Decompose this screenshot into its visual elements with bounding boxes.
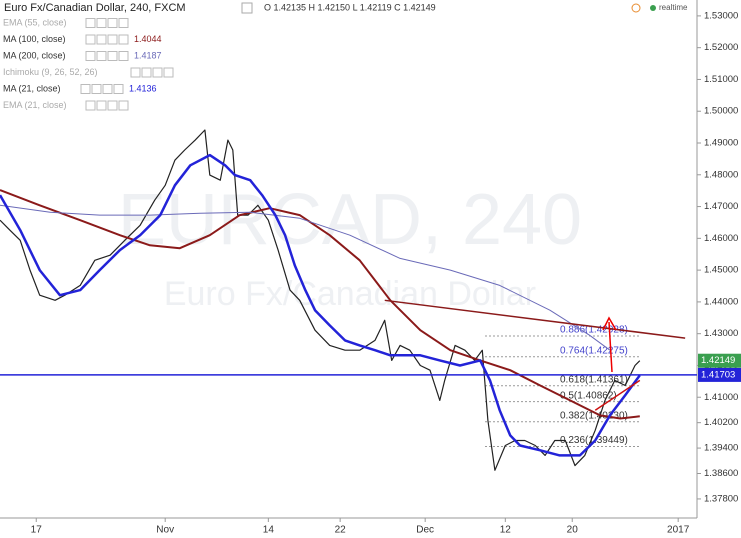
x-tick-label: Nov — [156, 525, 174, 536]
status-dot — [650, 5, 656, 11]
y-tick-label: 1.51000 — [704, 74, 738, 85]
watermark: EURCAD, 240 — [118, 180, 582, 260]
price-tag — [698, 367, 741, 382]
legend-icon[interactable] — [152, 67, 163, 78]
x-tick-label: 20 — [567, 525, 579, 536]
y-tick-label: 1.38600 — [704, 468, 738, 479]
legend-icon[interactable] — [118, 18, 129, 28]
legend-label: EMA (21, close) — [3, 100, 67, 110]
legend-row-bg — [1, 98, 151, 113]
y-tick-label: 1.39400 — [704, 443, 738, 454]
legend-icon[interactable] — [96, 51, 107, 61]
icon[interactable] — [241, 2, 253, 14]
legend-icon[interactable] — [96, 34, 107, 45]
y-tick-label: 1.41000 — [704, 392, 738, 403]
legend-icon[interactable] — [130, 67, 141, 78]
legend-value: 1.4136 — [129, 83, 157, 93]
trendline — [594, 379, 641, 411]
y-tick-label: 1.50000 — [704, 106, 738, 117]
ohlc: O 1.42135 H 1.42150 L 1.42119 C 1.42149 — [264, 2, 436, 12]
legend-icon[interactable] — [85, 100, 96, 111]
price-tag-label: 1.41703 — [701, 369, 735, 380]
legend-icon[interactable] — [85, 18, 96, 28]
fib-label: 0.886(1.42928) — [560, 325, 628, 336]
y-tick-label: 1.53000 — [704, 10, 738, 21]
legend-label: Ichimoku (9, 26, 52, 26) — [3, 67, 98, 77]
legend-icon[interactable] — [163, 67, 174, 78]
y-tick-label: 1.49000 — [704, 138, 738, 149]
x-tick-label: 12 — [500, 525, 512, 536]
legend-icon[interactable] — [118, 100, 129, 111]
legend-icon[interactable] — [118, 51, 129, 61]
icon[interactable] — [631, 3, 641, 13]
series-line — [0, 129, 641, 471]
arrow — [602, 316, 617, 373]
legend-row-bg — [1, 49, 151, 63]
legend-icon[interactable] — [91, 84, 102, 94]
legend-row-bg — [1, 65, 151, 80]
y-tick-label: 1.45000 — [704, 265, 738, 276]
watermark: Euro Fx/Canadian Dollar — [164, 275, 536, 313]
series-line — [0, 204, 611, 351]
legend-icon[interactable] — [107, 100, 118, 111]
legend-icon[interactable] — [107, 18, 118, 28]
fib-label: 0.382(1.40230) — [560, 410, 628, 421]
y-tick-label: 1.48000 — [704, 169, 738, 180]
y-tick-label: 1.40200 — [704, 417, 738, 428]
fib-label: 0.764(1.42275) — [560, 345, 628, 356]
y-tick-label: 1.47000 — [704, 201, 738, 212]
y-tick-label: 1.52000 — [704, 42, 738, 53]
legend-icon[interactable] — [107, 51, 118, 61]
price-tag-label: 1.42149 — [701, 355, 735, 366]
legend-value: 1.4044 — [134, 34, 162, 44]
price-tag — [698, 353, 741, 368]
legend-icon[interactable] — [118, 34, 129, 45]
legend-icon[interactable] — [141, 67, 152, 78]
trendline — [384, 299, 686, 339]
y-tick-label: 1.46000 — [704, 233, 738, 244]
series-line — [0, 153, 641, 457]
legend-label: MA (21, close) — [3, 83, 61, 93]
legend-icon[interactable] — [80, 84, 91, 94]
x-tick-label: 17 — [31, 525, 43, 536]
status: realtime — [659, 3, 688, 12]
plot-area: 0.886(1.42928) 0.764(1.42275) 0.618(1.4136… — [0, 129, 686, 471]
legend-row-bg — [1, 16, 151, 30]
legend-label: MA (100, close) — [3, 34, 66, 44]
legend-icon[interactable] — [102, 84, 113, 94]
x-tick-label: 22 — [335, 525, 347, 536]
fib-label: 0.618(1.41361) — [560, 374, 628, 385]
legend-label: MA (200, close) — [3, 50, 66, 60]
legend-value: 1.4187 — [134, 50, 162, 60]
legend-icon[interactable] — [96, 100, 107, 111]
legend-icon[interactable] — [107, 34, 118, 45]
legend-row-bg — [1, 32, 151, 47]
x-tick-label: Dec — [416, 525, 434, 536]
header-title: Euro Fx/Canadian Dollar, 240, FXCM — [4, 2, 186, 14]
fib-label: 0.5(1.40862) — [560, 390, 617, 401]
legend-icon[interactable] — [85, 51, 96, 61]
x-tick-label: 14 — [263, 525, 275, 536]
y-tick-label: 1.43000 — [704, 328, 738, 339]
legend-label: EMA (55, close) — [3, 17, 67, 27]
legend-icon[interactable] — [113, 84, 124, 94]
legend-icon[interactable] — [96, 18, 107, 28]
legend-icon[interactable] — [85, 34, 96, 45]
x-tick-label: 2017 — [667, 525, 690, 536]
y-tick-label: 1.37800 — [704, 493, 738, 504]
y-tick-label: 1.44000 — [704, 296, 738, 307]
legend: EMA (55, close) MA (100, close) 1.4044 MA (… — [1, 16, 174, 113]
